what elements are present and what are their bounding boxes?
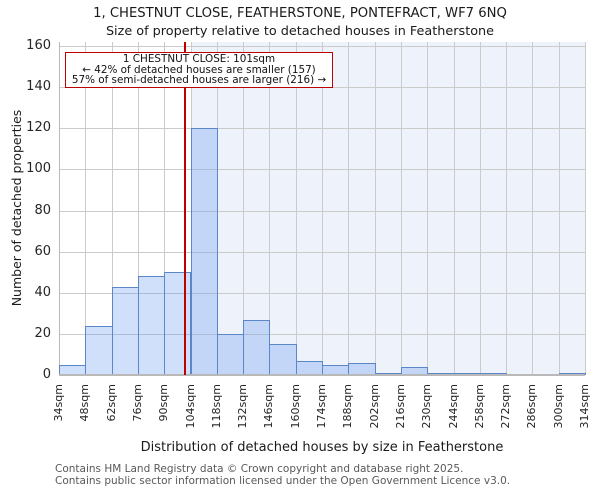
x-tick-label: 216sqm xyxy=(393,384,407,429)
histogram-bar xyxy=(269,344,297,375)
vertical-gridline xyxy=(137,42,139,375)
footer-credits: Contains HM Land Registry data © Crown c… xyxy=(55,463,511,487)
chart-subtitle: Size of property relative to detached ho… xyxy=(105,24,495,39)
x-axis-line xyxy=(59,374,585,376)
plot-area xyxy=(59,42,586,376)
x-tick-label: 104sqm xyxy=(183,384,197,429)
vertical-gridline xyxy=(85,42,87,375)
x-tick-label: 258sqm xyxy=(472,384,486,429)
x-tick-label: 48sqm xyxy=(78,384,92,422)
y-tick-label: 140 xyxy=(26,79,51,95)
x-tick-label: 34sqm xyxy=(52,384,65,422)
vertical-gridline xyxy=(269,42,271,375)
x-tick-label: 90sqm xyxy=(157,384,171,422)
vertical-gridline xyxy=(427,42,429,375)
vertical-gridline xyxy=(585,42,586,375)
vertical-gridline xyxy=(558,42,560,375)
y-tick-label: 160 xyxy=(26,38,51,54)
vertical-gridline xyxy=(348,42,350,375)
histogram-bar xyxy=(111,286,139,375)
x-tick-label: 118sqm xyxy=(209,384,223,429)
histogram-bar xyxy=(558,372,586,375)
vertical-gridline xyxy=(400,42,402,375)
vertical-gridline xyxy=(111,42,113,375)
annotation-line-2: ← 42% of detached houses are smaller (15… xyxy=(82,63,316,76)
subject-property-marker-line xyxy=(183,42,186,375)
annotation-line-3: 57% of semi-detached houses are larger (… xyxy=(71,74,327,87)
vertical-gridline xyxy=(322,42,323,375)
vertical-gridline xyxy=(479,42,481,375)
x-tick-label: 272sqm xyxy=(499,384,513,429)
histogram-bar xyxy=(295,360,323,375)
y-tick-label: 20 xyxy=(34,325,51,341)
x-tick-label: 188sqm xyxy=(341,384,355,429)
x-tick-label: 174sqm xyxy=(315,384,328,429)
vertical-gridline xyxy=(164,42,166,375)
x-tick-label: 314sqm xyxy=(578,384,591,429)
histogram-bar xyxy=(190,128,218,375)
histogram-bar xyxy=(137,276,166,375)
x-tick-label: 300sqm xyxy=(551,384,565,429)
y-tick-label: 120 xyxy=(26,120,51,136)
vertical-gridline xyxy=(532,42,534,375)
vertical-gridline xyxy=(295,42,297,375)
annotation-box: 1 CHESTNUT CLOSE: 101sqm ← 42% of detach… xyxy=(65,52,333,88)
x-tick-label: 62sqm xyxy=(104,384,118,422)
x-tick-label: 230sqm xyxy=(420,384,434,429)
x-tick-label: 76sqm xyxy=(130,384,144,422)
histogram-bar xyxy=(348,362,376,375)
y-tick-label: 80 xyxy=(34,202,51,218)
y-tick-label: 60 xyxy=(34,243,51,259)
annotation-line-1: 1 CHESTNUT CLOSE: 101sqm xyxy=(122,53,276,65)
y-tick-label: 0 xyxy=(42,367,51,382)
footer-line-2: Contains public sector information licen… xyxy=(55,474,511,487)
x-axis-title: Distribution of detached houses by size … xyxy=(140,440,504,455)
x-tick-label: 244sqm xyxy=(446,384,460,429)
vertical-gridline xyxy=(453,42,455,375)
histogram-bar xyxy=(164,272,192,375)
vertical-gridline xyxy=(243,42,245,375)
x-tick-label: 146sqm xyxy=(262,384,276,429)
vertical-gridline xyxy=(59,42,60,375)
histogram-bar xyxy=(243,319,271,375)
x-tick-label: 132sqm xyxy=(236,384,250,429)
chart-title: 1, CHESTNUT CLOSE, FEATHERSTONE, PONTEFR… xyxy=(93,6,507,21)
x-tick-label: 202sqm xyxy=(367,384,381,429)
histogram-bar xyxy=(85,325,113,375)
y-tick-label: 100 xyxy=(26,161,51,177)
histogram-bar xyxy=(400,366,429,375)
vertical-gridline xyxy=(506,42,508,375)
histogram-bar xyxy=(216,333,245,375)
histogram-bar xyxy=(479,372,508,375)
footer-line-1: Contains HM Land Registry data © Crown c… xyxy=(55,463,464,475)
x-tick-label: 286sqm xyxy=(525,384,539,429)
vertical-gridline xyxy=(374,42,376,375)
x-tick-label: 160sqm xyxy=(288,384,302,429)
y-tick-label: 40 xyxy=(34,284,51,300)
